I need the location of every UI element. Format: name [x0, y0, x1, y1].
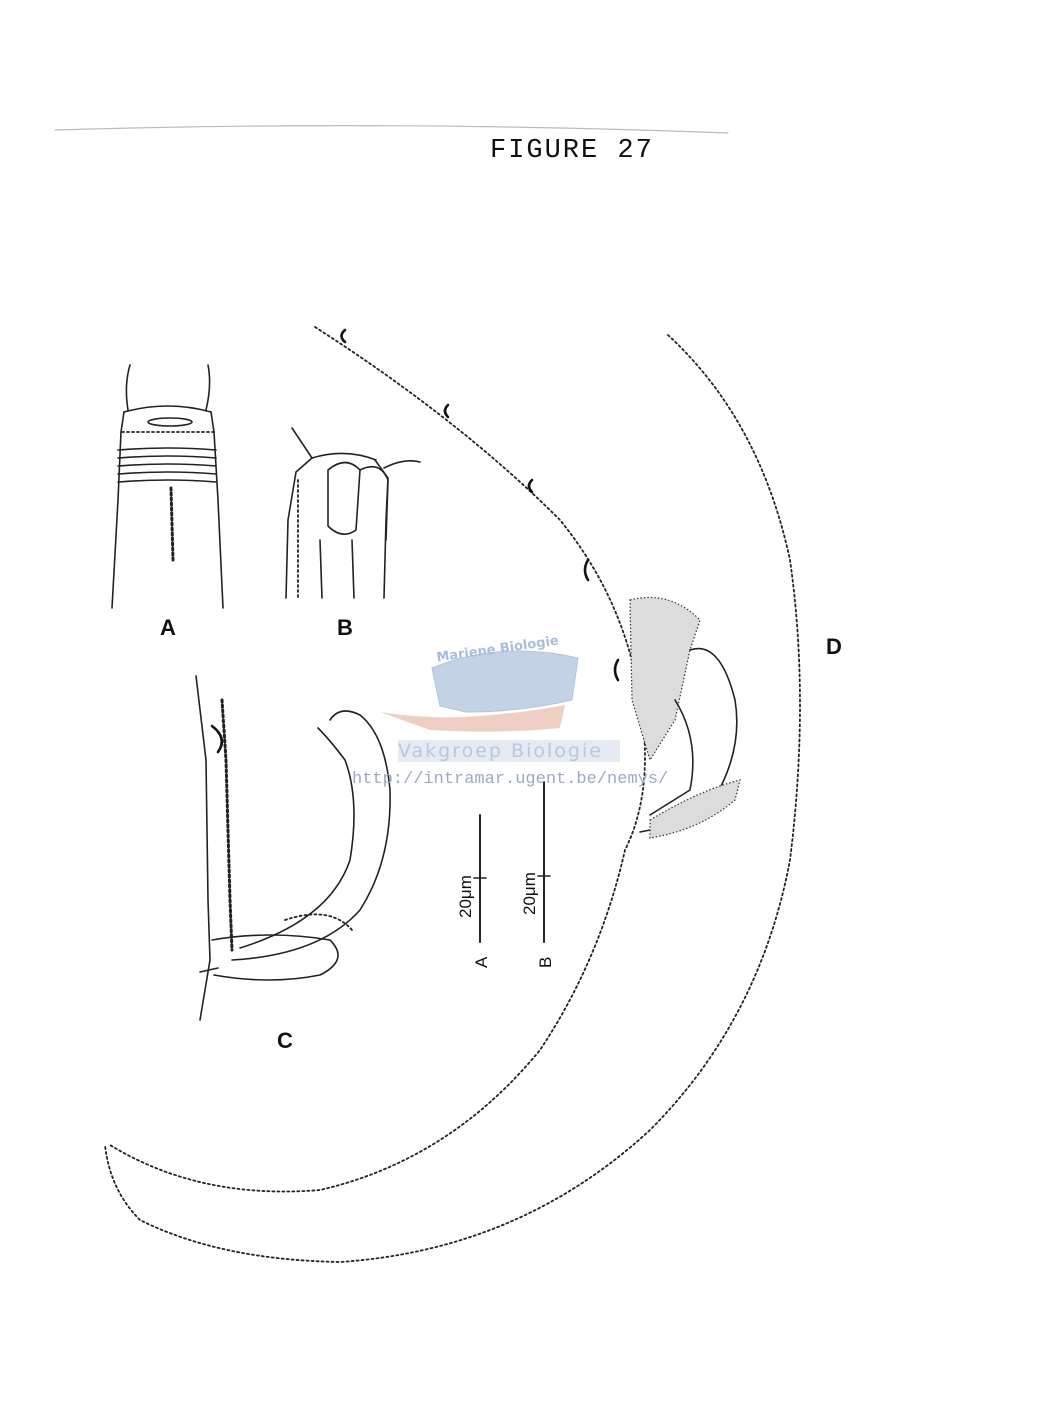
scale-bar-b-value: 20μm — [520, 872, 539, 915]
scale-bar-a — [473, 814, 487, 943]
scale-bar-b-letter: B — [536, 956, 555, 968]
panel-label-c: C — [277, 1028, 293, 1053]
scale-bar-a-letter: A — [472, 956, 491, 968]
figure-title: FIGURE 27 — [490, 136, 654, 166]
panel-label-b: B — [337, 615, 353, 640]
panel-b-head-drawing — [285, 427, 421, 599]
scale-bar-b — [537, 781, 551, 943]
panel-label-a: A — [160, 615, 176, 640]
scan-rule-line — [54, 125, 729, 134]
watermark-url: http://intramar.ugent.be/nemys/ — [352, 770, 669, 789]
watermark-logo — [380, 650, 620, 762]
panel-d-body-drawing — [104, 326, 801, 1263]
panel-label-d: D — [826, 634, 842, 659]
panel-c-spicule-drawing — [195, 675, 391, 1021]
scale-bar-a-value: 20μm — [456, 875, 475, 918]
watermark-group-text: Vakgroep Biologie — [398, 740, 603, 762]
panel-a-head-drawing — [111, 364, 224, 609]
